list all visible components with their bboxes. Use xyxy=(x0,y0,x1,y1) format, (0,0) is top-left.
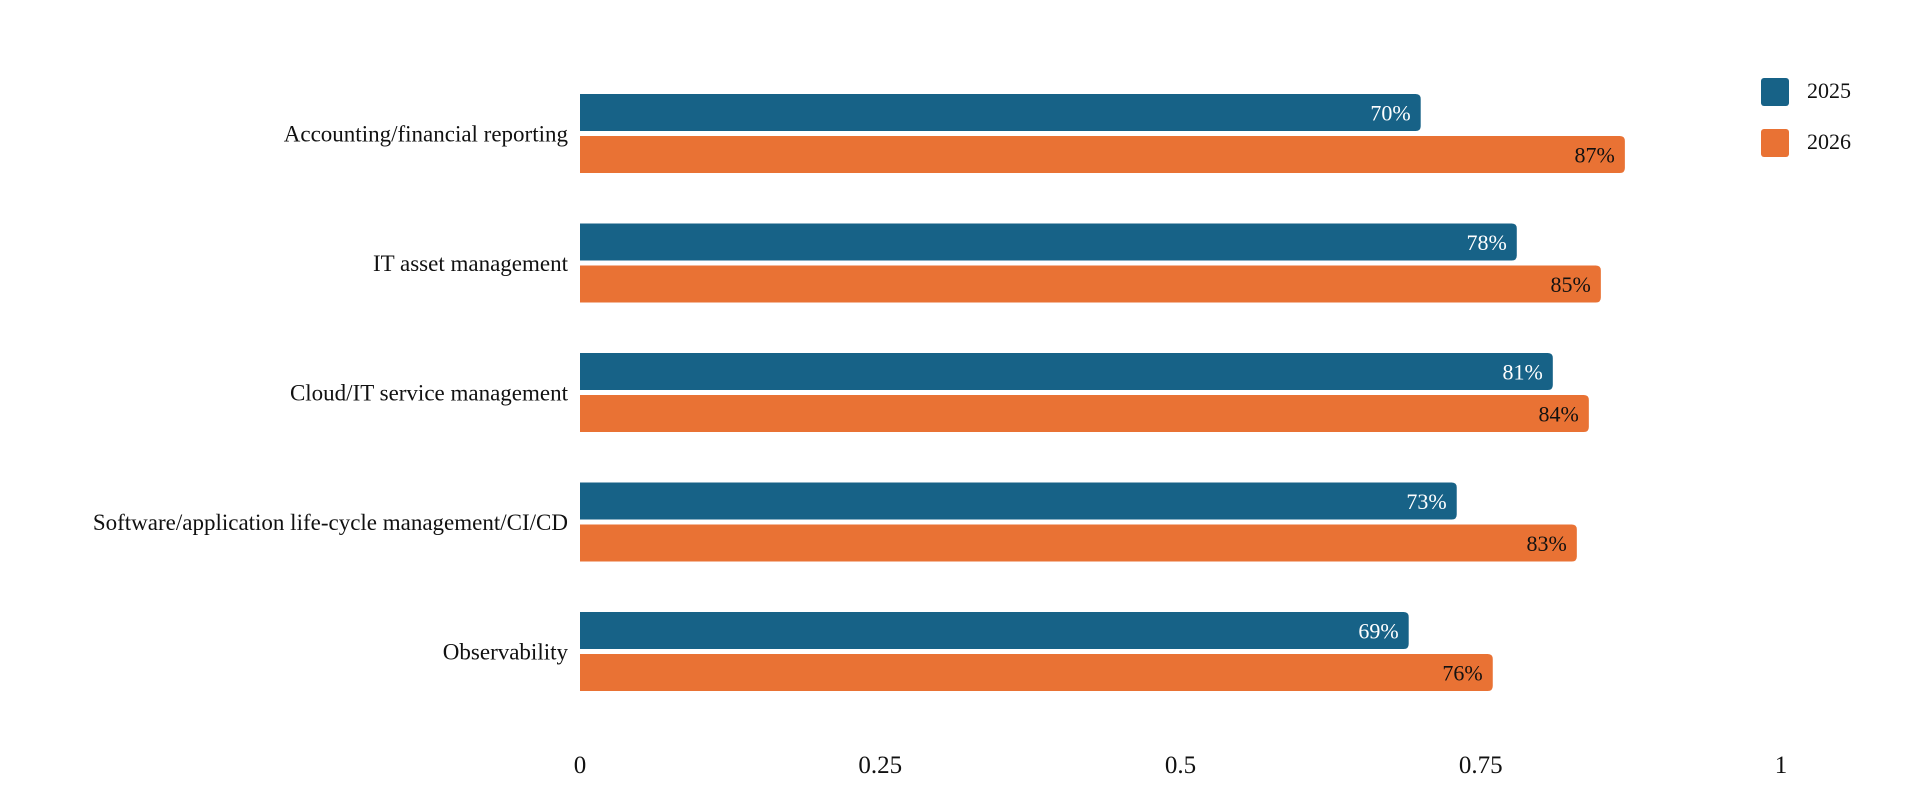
data-label-observability-2025: 69% xyxy=(1358,619,1398,644)
bar-cloud-it-service-management-2026 xyxy=(580,395,1589,432)
legend-label-2026: 2026 xyxy=(1807,129,1851,154)
x-tick-label-0-5: 0.5 xyxy=(1165,752,1196,779)
x-tick-label-1: 1 xyxy=(1775,752,1788,779)
category-label-software-application-life-cycle-management-ci-cd: Software/application life-cycle manageme… xyxy=(93,510,568,535)
data-label-cloud-it-service-management-2026: 84% xyxy=(1539,402,1579,427)
category-label-it-asset-management: IT asset management xyxy=(373,251,569,276)
bar-accounting-financial-reporting-2026 xyxy=(580,136,1625,173)
data-label-software-application-life-cycle-management-ci-cd-2026: 83% xyxy=(1527,531,1567,556)
data-labels-layer: 70% 87% 78% 85% 81% 84% 73% 83% 69% 76% xyxy=(1358,101,1615,686)
data-label-cloud-it-service-management-2025: 81% xyxy=(1502,360,1542,385)
category-label-accounting-financial-reporting: Accounting/financial reporting xyxy=(284,122,569,147)
legend-swatch-2026 xyxy=(1761,129,1789,157)
x-tick-label-0-25: 0.25 xyxy=(858,752,902,779)
data-label-it-asset-management-2025: 78% xyxy=(1466,230,1506,255)
data-label-software-application-life-cycle-management-ci-cd-2025: 73% xyxy=(1406,489,1446,514)
data-label-accounting-financial-reporting-2025: 70% xyxy=(1370,101,1410,126)
bar-cloud-it-service-management-2025 xyxy=(580,353,1553,390)
bar-accounting-financial-reporting-2025 xyxy=(580,94,1421,131)
legend-label-2025: 2025 xyxy=(1807,78,1851,103)
data-label-observability-2026: 76% xyxy=(1442,661,1482,686)
legend-swatch-2025 xyxy=(1761,78,1789,106)
bars-layer xyxy=(580,94,1625,691)
category-label-observability: Observability xyxy=(443,640,569,665)
category-axis: Accounting/financial reporting IT asset m… xyxy=(93,122,569,665)
bar-observability-2026 xyxy=(580,654,1493,691)
bar-it-asset-management-2025 xyxy=(580,223,1517,261)
value-axis: 0 0.25 0.5 0.75 1 xyxy=(574,752,1788,779)
data-label-accounting-financial-reporting-2026: 87% xyxy=(1575,143,1615,168)
x-tick-label-0-75: 0.75 xyxy=(1459,752,1503,779)
bar-observability-2025 xyxy=(580,612,1409,649)
bar-software-application-life-cycle-management-ci-cd-2026 xyxy=(580,524,1577,562)
category-label-cloud-it-service-management: Cloud/IT service management xyxy=(290,381,569,406)
bar-software-application-life-cycle-management-ci-cd-2025 xyxy=(580,482,1457,520)
bar-it-asset-management-2026 xyxy=(580,265,1601,303)
legend: 2025 2026 xyxy=(1761,78,1851,157)
data-label-it-asset-management-2026: 85% xyxy=(1551,272,1591,297)
x-tick-label-0: 0 xyxy=(574,752,587,779)
